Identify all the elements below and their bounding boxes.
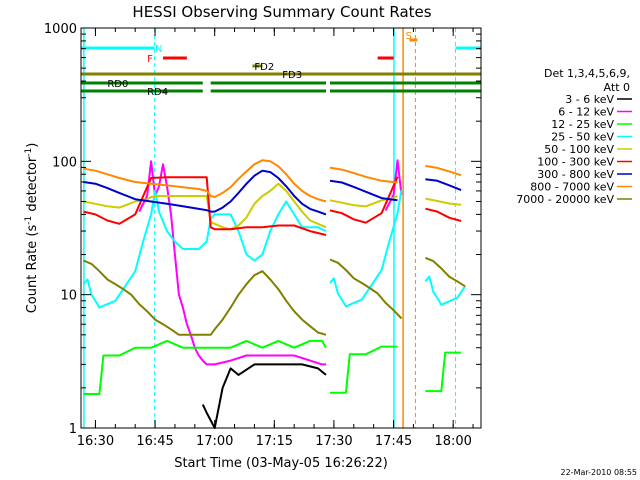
y-axis-label: Count Rate (s-1 detector-1) [24, 143, 40, 314]
series-line-8-seg-0 [83, 259, 327, 336]
y-axis-label-end: ) [25, 143, 40, 148]
series-line-6-seg-1 [329, 179, 398, 202]
x-tick-label-3: 17:15 [256, 434, 293, 449]
y-axis-label-main: Count Rate (s [25, 225, 40, 314]
plot-frame [80, 27, 482, 429]
x-tick-label-6: 18:00 [434, 434, 471, 449]
x-tick-label-5: 17:45 [375, 434, 412, 449]
series-line-5-seg-1 [329, 176, 399, 224]
data-gap-markers [83, 28, 457, 428]
legend-entry-3: 25 - 50 keV [551, 131, 614, 144]
series-line-5-seg-2 [425, 207, 462, 222]
legend-entry-4: 50 - 100 keV [544, 143, 614, 156]
x-tick-label-4: 17:30 [315, 434, 352, 449]
flag-label-fd3: FD3 [282, 70, 302, 81]
series-line-8-seg-2 [425, 256, 466, 288]
flag-label-rd0: RD0 [107, 79, 128, 90]
legend-entry-5: 100 - 300 keV [537, 156, 614, 169]
series-line-4-seg-1 [329, 195, 398, 208]
series-line-5-seg-0 [83, 176, 327, 236]
y-tick-label-1: 10 [60, 289, 77, 304]
legend-entry-1: 6 - 12 keV [558, 106, 614, 119]
y-tick-label-2: 100 [52, 155, 77, 170]
y-axis: 1 10 100 1000 [44, 22, 481, 437]
series-line-0-seg-0 [201, 363, 327, 429]
series-line-7-seg-1 [329, 166, 398, 184]
legend-entry-6: 300 - 800 keV [537, 168, 614, 181]
y-axis-label-sup2: -1 [24, 148, 34, 157]
series-line-6-seg-2 [425, 178, 462, 192]
x-tick-label-2: 17:00 [196, 434, 233, 449]
flag-label-n: N [155, 44, 162, 55]
series-line-3-seg-1 [329, 189, 403, 308]
y-axis-label-mid: detector [25, 156, 40, 216]
series-line-3-seg-0 [82, 189, 327, 309]
series-line-2-seg-1 [330, 345, 398, 394]
legend-entry-8: 7000 - 20000 keV [516, 193, 614, 206]
timestamp: 22-Mar-2010 08:55 [561, 468, 638, 477]
series-line-4-seg-2 [425, 197, 462, 206]
y-axis-label-sup1: -1 [24, 216, 34, 225]
x-axis-label: Start Time (03-May-05 16:26:22) [174, 456, 388, 471]
legend-entry-2: 12 - 25 keV [551, 118, 614, 131]
legend-title-line-2: Att 0 [604, 81, 630, 94]
x-tick-label-1: 16:45 [136, 434, 173, 449]
series-line-3-seg-2 [424, 275, 466, 306]
y-tick-label-0: 1 [69, 422, 77, 437]
flag-bars: NF S FD2 FD3 RD0 RD4 [81, 31, 481, 98]
legend-entry-0: 3 - 6 keV [565, 93, 614, 106]
flag-label-rd4: RD4 [147, 87, 168, 98]
flag-label-f: F [147, 54, 153, 65]
series-line-8-seg-1 [329, 258, 403, 320]
series-line-1-seg-1 [384, 159, 403, 211]
x-tick-label-0: 16:30 [77, 434, 114, 449]
flag-label-fd2: FD2 [254, 62, 274, 73]
series-line-2-seg-0 [83, 339, 327, 395]
series-line-7-seg-0 [83, 159, 327, 203]
y-tick-label-3: 1000 [44, 22, 77, 37]
flag-label-s: S [405, 31, 411, 42]
x-axis: 16:30 16:45 17:00 17:15 17:30 17:45 18:00 [77, 28, 474, 449]
series-line-2-seg-2 [425, 351, 462, 393]
series-line-7-seg-2 [425, 164, 462, 177]
series-line-6-seg-0 [83, 169, 327, 216]
series-line-1-seg-0 [138, 160, 326, 366]
legend-entry-7: 800 - 7000 keV [530, 181, 614, 194]
legend-title-line-1: Det 1,3,4,5,6,9, [544, 67, 630, 80]
series-layer [82, 159, 466, 429]
chart-title: HESSI Observing Summary Count Rates [132, 3, 431, 21]
series-line-4-seg-0 [83, 182, 327, 231]
